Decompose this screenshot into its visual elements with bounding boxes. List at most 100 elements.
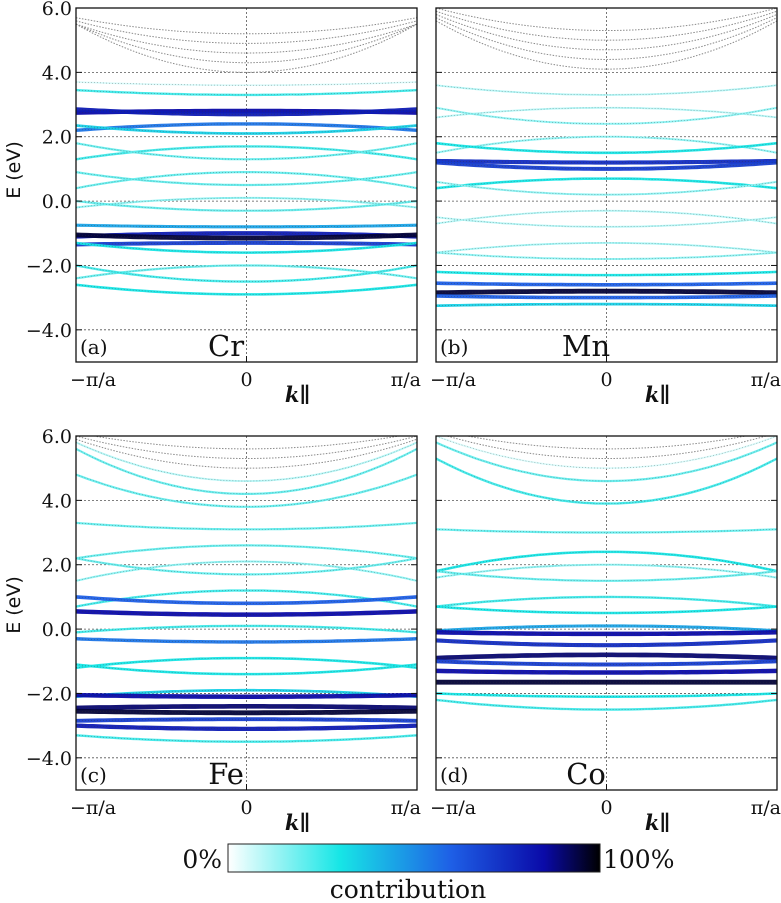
x-tick-label: π/a <box>391 797 421 819</box>
band-line <box>436 270 777 277</box>
element-label: Fe <box>208 757 244 791</box>
band-line-gray <box>76 23 417 64</box>
band-line <box>436 692 777 698</box>
band-line <box>76 688 417 699</box>
x-tick-label: π/a <box>751 797 781 819</box>
band-line-dots <box>436 136 777 154</box>
band-line <box>76 595 417 606</box>
panel-a: 6.0 4.0 2.0 0.0 −2.0 −4.0 −π/a 0 π/a k∥ (a) Cr <box>26 0 421 407</box>
x-tick-label: π/a <box>751 369 781 391</box>
band-line-dots <box>436 107 777 118</box>
band-line-dots <box>436 142 777 154</box>
band-line-dots <box>76 474 417 508</box>
y-axis-label-bottom: E (eV) <box>3 576 25 634</box>
band-line <box>76 124 417 135</box>
band-line-gray <box>76 20 417 44</box>
y-tick-label: −4.0 <box>26 748 72 770</box>
y-axis-label-top: E (eV) <box>3 141 25 199</box>
band-line <box>436 288 777 296</box>
band-line-dots <box>436 436 777 469</box>
band-line-gray <box>76 23 417 54</box>
band-line-dots <box>436 458 777 504</box>
y-tick-label: −2.0 <box>26 683 72 705</box>
band-line-gray <box>76 436 417 459</box>
band-line <box>436 528 777 534</box>
x-axis-label: k∥ <box>285 810 311 835</box>
band-line-dots <box>76 561 417 582</box>
band-line-dots <box>76 197 417 208</box>
band-line-dots <box>436 564 777 578</box>
band-line <box>436 281 777 287</box>
band-line-dots <box>436 242 777 253</box>
panel-d: −π/a 0 π/a k∥ (d) Co <box>430 435 781 835</box>
band-line <box>436 160 777 171</box>
band-line-dots <box>76 284 417 295</box>
colorbar-gradient <box>227 843 601 873</box>
y-tick-label: −2.0 <box>26 255 72 277</box>
band-line <box>436 668 777 675</box>
band-line-dots <box>76 657 417 668</box>
x-tick-label: 0 <box>600 369 612 391</box>
x-axis-label: k∥ <box>285 382 311 407</box>
x-tick-label: 0 <box>240 369 252 391</box>
band-line <box>76 723 417 732</box>
band-line <box>76 636 417 644</box>
band-line-dots <box>76 664 417 675</box>
band-line-dots <box>76 265 417 279</box>
band-line-dots <box>76 265 417 282</box>
band-line <box>436 630 777 637</box>
band-line <box>76 703 417 711</box>
band-line-dots <box>76 558 417 575</box>
band-line-dots <box>436 181 777 195</box>
y-tick-label: 4.0 <box>42 62 72 84</box>
band-line <box>76 609 417 617</box>
band-line <box>76 447 417 495</box>
x-tick-label: 0 <box>240 797 252 819</box>
colorbar: 0% 100% contribution <box>182 843 674 903</box>
band-line <box>76 232 417 241</box>
band-line-dots <box>436 699 777 710</box>
panel-label: (c) <box>80 763 107 787</box>
band-line-gray <box>436 13 777 51</box>
panel-b: −π/a 0 π/a k∥ (b) Mn <box>430 7 781 407</box>
x-tick-label: −π/a <box>70 797 116 819</box>
band-line <box>76 734 417 743</box>
y-tick-label: −4.0 <box>26 320 72 342</box>
band-line-gray <box>436 17 777 61</box>
x-axis-label: k∥ <box>645 382 671 407</box>
band-line <box>76 717 417 723</box>
band-line-dots <box>436 216 777 228</box>
element-label: Cr <box>208 329 244 363</box>
panel-label: (b) <box>440 335 468 359</box>
y-tick-label: 0.0 <box>42 191 72 213</box>
band-line <box>436 605 777 615</box>
band-line <box>76 624 417 634</box>
band-line-dots <box>436 107 777 125</box>
band-line-dots <box>436 84 777 96</box>
colorbar-min-label: 0% <box>182 845 222 874</box>
band-line <box>76 107 417 117</box>
band-line-dots <box>436 442 777 482</box>
x-tick-label: π/a <box>391 369 421 391</box>
band-line <box>436 158 777 165</box>
y-tick-label: 4.0 <box>42 490 72 512</box>
band-line-dots <box>436 570 777 582</box>
y-tick-label: 6.0 <box>42 426 72 448</box>
y-tick-label: 0.0 <box>42 619 72 641</box>
band-line <box>76 240 417 247</box>
y-tick-label: 2.0 <box>42 127 72 149</box>
y-tick-label: 6.0 <box>42 0 72 20</box>
band-line-gray <box>91 436 402 450</box>
band-line <box>436 638 777 648</box>
band-line-gray <box>76 17 417 35</box>
bands <box>76 17 417 296</box>
band-line <box>76 88 417 97</box>
x-tick-label: −π/a <box>430 797 476 819</box>
x-tick-label: 0 <box>600 797 612 819</box>
band-line-dots <box>76 242 417 253</box>
x-tick-label: −π/a <box>70 369 116 391</box>
panel-label: (d) <box>440 763 468 787</box>
y-tick-label: 2.0 <box>42 555 72 577</box>
x-tick-label: −π/a <box>430 369 476 391</box>
